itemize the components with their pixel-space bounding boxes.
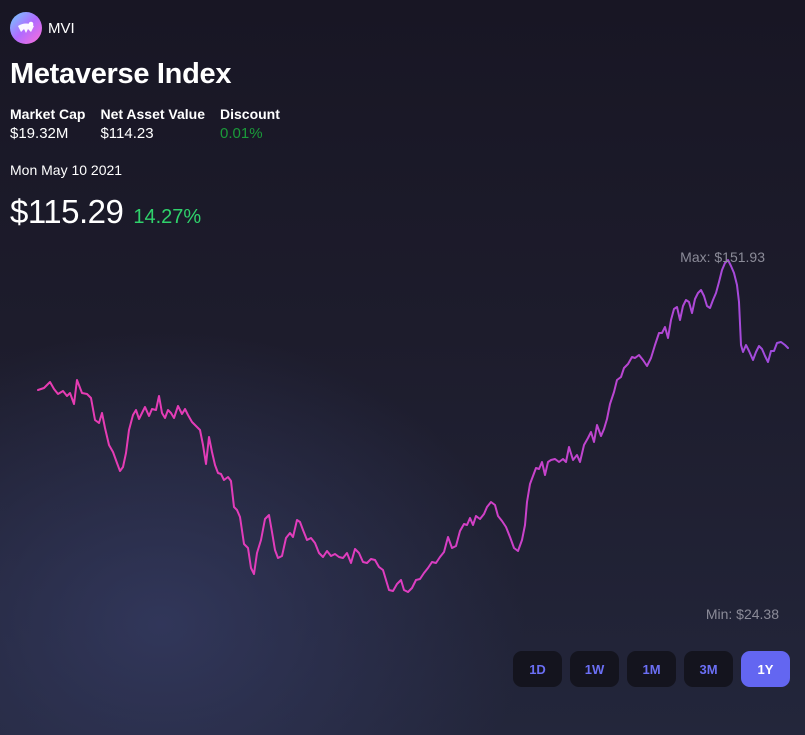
nav-stat: Net Asset Value $114.23 bbox=[100, 106, 205, 144]
discount-value: 0.01% bbox=[220, 125, 263, 142]
min-price-label: Min: $24.38 bbox=[705, 606, 779, 622]
range-button-1w[interactable]: 1W bbox=[570, 651, 619, 687]
current-price: $115.29 bbox=[10, 193, 124, 230]
price-row: $115.29 14.27% bbox=[10, 193, 201, 231]
page-title: Metaverse Index bbox=[10, 58, 232, 90]
price-change: 14.27% bbox=[133, 206, 202, 228]
range-button-1m[interactable]: 1M bbox=[627, 651, 676, 687]
token-symbol: MVI bbox=[48, 19, 75, 37]
discount-label: Discount bbox=[220, 106, 280, 122]
discount-stat: Discount 0.01% bbox=[220, 106, 280, 144]
market-cap-label: Market Cap bbox=[10, 106, 86, 122]
time-range-selector: 1D 1W 1M 3M 1Y bbox=[513, 651, 790, 687]
metaverse-index-logo-icon bbox=[10, 12, 42, 44]
max-price-label: Max: $151.93 bbox=[680, 249, 765, 265]
market-cap-stat: Market Cap $19.32M bbox=[10, 106, 85, 144]
nav-value: $114.23 bbox=[100, 125, 154, 142]
range-button-3m[interactable]: 3M bbox=[684, 651, 733, 687]
range-button-1d[interactable]: 1D bbox=[513, 651, 562, 687]
stats-row: Market Cap $19.32M Net Asset Value $114.… bbox=[10, 106, 280, 144]
token-header: MVI bbox=[10, 12, 75, 44]
selected-date: Mon May 10 2021 bbox=[10, 162, 123, 178]
nav-label: Net Asset Value bbox=[100, 106, 205, 122]
range-button-1y[interactable]: 1Y bbox=[741, 651, 790, 687]
price-line bbox=[37, 259, 789, 593]
market-cap-value: $19.32M bbox=[10, 125, 69, 142]
